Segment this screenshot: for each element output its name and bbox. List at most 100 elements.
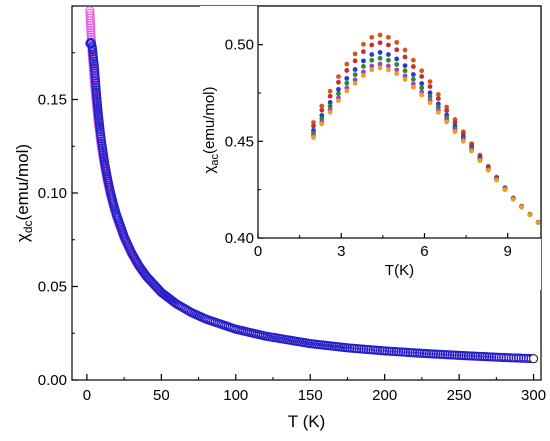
inset-data-point: [419, 68, 425, 74]
inset-data-point: [311, 120, 316, 125]
inset-data-point: [452, 129, 458, 135]
inset-data-point: [361, 69, 366, 75]
inset-data-point: [452, 120, 458, 125]
inset-data-point: [427, 79, 433, 84]
inset-data-point: [344, 88, 350, 94]
main-x-tick-label: 200: [372, 387, 397, 404]
main-end-point: [529, 354, 539, 364]
inset-data-point: [410, 57, 416, 63]
main-x-tick-label: 250: [447, 387, 472, 404]
inset-data-point: [402, 68, 408, 74]
main-y-tick-label: 0.15: [38, 92, 67, 109]
inset-data-point: [377, 65, 383, 71]
inset-y-axis-label: χac(emu/mol): [201, 86, 221, 173]
main-data-point: [136, 264, 146, 274]
main-series-1: [85, 37, 539, 364]
inset-y-tick-label: 0.45: [225, 133, 254, 150]
main-data-point: [138, 267, 148, 277]
inset-data-point: [344, 68, 350, 73]
inset-data-point: [402, 73, 408, 79]
inset-y-axis-label-subscript: ac: [209, 154, 221, 166]
inset-y-axis-label-symbol: χ: [201, 166, 218, 174]
inset-data-point: [527, 212, 533, 218]
inset-data-point: [402, 63, 408, 69]
inset-data-point: [519, 204, 524, 210]
inset-data-point: [361, 41, 366, 47]
inset-data-point: [369, 57, 375, 63]
inset-data-point: [435, 91, 441, 97]
inset-data-point: [419, 81, 425, 86]
inset-data-point: [361, 58, 366, 64]
inset-data-point: [344, 75, 350, 81]
inset-y-axis-label-units: (emu/mol): [201, 86, 218, 154]
inset-data-point: [419, 92, 425, 98]
inset-data-point: [352, 51, 358, 57]
inset-data-point: [386, 63, 391, 69]
inset-data-point: [319, 121, 325, 127]
inset-x-tick-label: 0: [254, 243, 262, 260]
inset-data-point: [327, 88, 333, 94]
inset-plot: 0 3 6 9 0.40 0.45 0.50 T(K) χac(emu/mol): [200, 5, 542, 290]
inset-data-point: [336, 98, 341, 104]
main-y-axis-label-subscript: dc: [21, 220, 35, 233]
inset-data-point: [327, 109, 333, 115]
inset-data-point: [427, 94, 433, 99]
inset-data-point: [444, 104, 450, 110]
inset-data-point: [336, 79, 341, 85]
inset-data-point: [477, 158, 483, 164]
inset-data-point: [394, 67, 400, 73]
main-plot: 0 50 100 150 200 250 300 0.00 0.05 0.10 0.15 T (K)…: [13, 5, 546, 431]
main-series-layer: [85, 6, 539, 364]
inset-data-point: [344, 61, 350, 67]
main-x-axis-label: T (K): [288, 412, 325, 431]
main-x-tick-label: 0: [83, 387, 91, 404]
inset-data-point: [494, 177, 500, 183]
main-x-tick-label: 300: [521, 387, 546, 404]
inset-data-point: [469, 148, 475, 154]
main-y-tick-label: 0.10: [38, 185, 67, 202]
inset-data-point: [352, 58, 358, 64]
inset-data-point: [394, 56, 400, 62]
inset-x-tick-label: 9: [504, 243, 512, 260]
inset-data-point: [327, 103, 333, 109]
inset-data-point: [410, 84, 416, 90]
main-data-point: [134, 261, 144, 271]
inset-data-point: [410, 72, 416, 77]
inset-data-point: [377, 50, 383, 55]
main-axes: 0 50 100 150 200 250 300 0.00 0.05 0.10 0.15: [38, 52, 546, 404]
inset-data-point: [369, 52, 375, 57]
inset-data-point: [369, 63, 375, 69]
inset-x-tick-label: 6: [420, 243, 428, 260]
inset-data-point: [460, 138, 466, 144]
inset-data-point: [386, 67, 391, 73]
inset-data-point: [369, 42, 375, 48]
inset-data-point: [352, 80, 358, 86]
inset-data-point: [402, 54, 408, 60]
inset-data-point: [535, 220, 541, 225]
inset-plot-frame: [257, 5, 542, 239]
inset-data-point: [510, 196, 516, 202]
inset-data-point: [361, 73, 366, 78]
inset-data-point: [485, 167, 491, 173]
inset-data-point: [336, 86, 341, 92]
inset-data-point: [394, 71, 400, 77]
inset-data-point: [352, 72, 358, 78]
inset-data-point: [377, 61, 383, 67]
inset-data-point: [352, 67, 358, 72]
inset-data-point: [311, 123, 316, 129]
inset-data-point: [419, 85, 425, 91]
inset-data-point: [394, 39, 400, 45]
main-y-axis-label-symbol: χ: [13, 233, 32, 242]
inset-data-point: [361, 49, 366, 55]
main-data-point: [135, 262, 145, 272]
inset-data-point: [369, 67, 375, 73]
inset-data-point: [361, 63, 366, 69]
inset-data-point: [377, 32, 383, 38]
inset-data-point: [386, 34, 391, 40]
inset-data-point: [419, 74, 425, 79]
main-y-axis-label-units: (emu/mol): [13, 144, 32, 221]
main-y-tick-label: 0.00: [38, 372, 67, 389]
inset-data-point: [394, 62, 400, 67]
inset-data-point: [402, 47, 408, 53]
